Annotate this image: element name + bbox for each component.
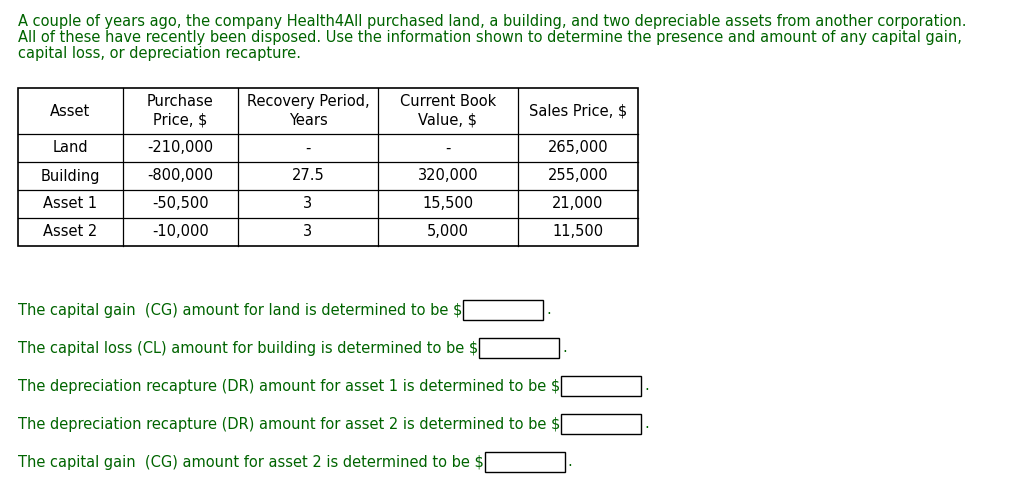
Text: The depreciation recapture (DR) amount for asset 1 is determined to be $: The depreciation recapture (DR) amount f…: [18, 378, 560, 393]
Text: 3: 3: [303, 225, 313, 240]
Text: .: .: [546, 303, 551, 318]
Text: 3: 3: [303, 197, 313, 212]
Text: -10,000: -10,000: [152, 225, 209, 240]
Text: -: -: [306, 140, 311, 156]
Text: 255,000: 255,000: [548, 169, 608, 184]
Text: Purchase
Price, $: Purchase Price, $: [147, 94, 214, 128]
Text: All of these have recently been disposed. Use the information shown to determine: All of these have recently been disposed…: [18, 30, 962, 45]
Text: The capital gain  (CG) amount for land is determined to be $: The capital gain (CG) amount for land is…: [18, 303, 463, 318]
Text: Current Book
Value, $: Current Book Value, $: [400, 94, 496, 128]
Text: Building: Building: [41, 169, 100, 184]
Text: 320,000: 320,000: [418, 169, 478, 184]
Text: 11,500: 11,500: [552, 225, 604, 240]
Text: Asset 1: Asset 1: [44, 197, 97, 212]
Bar: [479, 338, 559, 358]
Text: 265,000: 265,000: [548, 140, 608, 156]
Text: The depreciation recapture (DR) amount for asset 2 is determined to be $: The depreciation recapture (DR) amount f…: [18, 416, 560, 431]
Text: -800,000: -800,000: [147, 169, 213, 184]
Text: Sales Price, $: Sales Price, $: [529, 104, 627, 119]
Text: Asset: Asset: [51, 104, 90, 119]
Text: Asset 2: Asset 2: [44, 225, 97, 240]
Text: Recovery Period,
Years: Recovery Period, Years: [247, 94, 369, 128]
Text: .: .: [567, 455, 572, 469]
Text: -50,500: -50,500: [152, 197, 209, 212]
Text: A couple of years ago, the company Health4All purchased land, a building, and tw: A couple of years ago, the company Healt…: [18, 14, 966, 29]
Bar: [464, 300, 543, 320]
Bar: [561, 414, 641, 434]
Text: -: -: [446, 140, 451, 156]
Text: 27.5: 27.5: [291, 169, 325, 184]
Text: capital loss, or depreciation recapture.: capital loss, or depreciation recapture.: [18, 46, 301, 61]
Bar: [18, 88, 638, 246]
Text: .: .: [562, 340, 567, 356]
Text: 21,000: 21,000: [552, 197, 604, 212]
Text: Land: Land: [53, 140, 88, 156]
Text: The capital gain  (CG) amount for asset 2 is determined to be $: The capital gain (CG) amount for asset 2…: [18, 455, 484, 469]
Bar: [485, 452, 565, 472]
Text: .: .: [645, 416, 650, 431]
Text: .: .: [645, 378, 649, 393]
Bar: [561, 376, 641, 396]
Text: -210,000: -210,000: [147, 140, 213, 156]
Text: The capital loss (CL) amount for building is determined to be $: The capital loss (CL) amount for buildin…: [18, 340, 478, 356]
Text: 15,500: 15,500: [422, 197, 474, 212]
Text: 5,000: 5,000: [427, 225, 469, 240]
